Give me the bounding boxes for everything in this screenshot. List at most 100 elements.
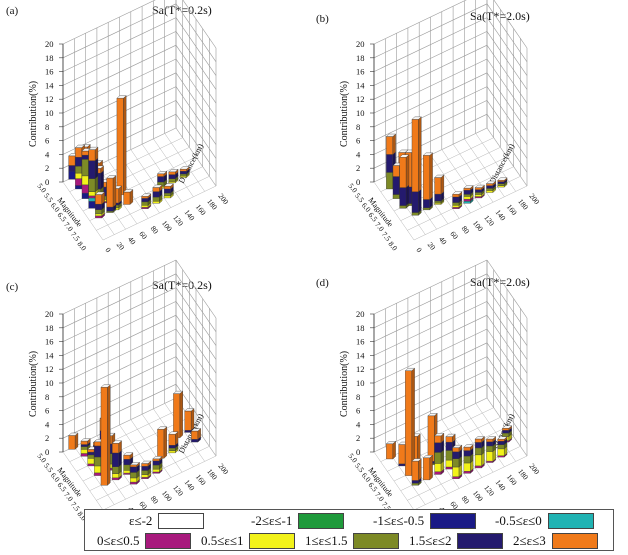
bar-segment-front [392,194,400,199]
bar-segment-front [141,198,149,203]
z-tick-label: 12 [356,364,365,374]
bar-segment-front [434,463,442,472]
bar-segment-front [463,190,471,195]
bar-segment-front [106,206,114,212]
bar-segment-front [474,454,482,467]
bar-segment-front [497,180,505,182]
bar-segment-front [398,463,406,467]
bar-segment-front [497,444,505,450]
bar-top [474,184,485,188]
z-tick-label: 6 [356,136,360,146]
bar-segment-front [486,438,494,443]
bar-top [427,413,438,416]
bar-segment-front [152,201,160,204]
bar-segment-front [168,181,176,184]
bar-top [68,432,79,436]
bar-top [422,152,434,156]
bar-top [497,436,508,440]
bar-segment-front [463,446,471,451]
z-tick-label: 2 [356,163,360,173]
z-tick-label: 6 [45,406,49,416]
bar-segment-front [87,458,95,465]
bar-segment-front [445,466,453,470]
bar-segment-front [81,154,89,160]
bar-segment-front [434,200,442,204]
bar-segment-side [163,426,167,459]
bar-segment-front [94,472,101,476]
bar-top [463,185,474,189]
bar-segment-side [74,432,79,450]
legend-label: 0.5≤ε≤1 [201,533,244,548]
legend-label: -0.5≤ε≤0 [495,513,542,528]
legend-label: 1≤ε≤1.5 [305,533,348,548]
bar-segment-front [123,459,131,465]
bar-segment-front [75,178,82,186]
bar-segment-front [434,202,442,205]
z-tick-label: 16 [356,67,365,77]
bar-segment-front [386,154,393,173]
bar-segment-front [411,119,419,192]
bar-segment-side [123,95,127,196]
bar-segment-front [141,205,149,208]
z-tick-label: 10 [356,108,365,118]
bar-segment-side [418,188,422,213]
bar-segment-front [94,445,101,458]
bar-top [445,433,456,437]
z-tick-label: 4 [356,419,361,429]
z-tick-label: 0 [45,177,49,187]
floor-grid [102,185,217,241]
bar-segment-side [112,175,117,208]
bar-top [168,431,179,435]
panel-letter: (a) [6,5,19,17]
z-tick-label: 14 [45,350,54,360]
bar-segment-front [434,442,442,453]
bar-top [111,440,123,444]
bar-segment-front [463,471,471,474]
bar-segment-front [486,460,494,463]
bar-segment-front [123,470,131,474]
legend-item: 2≤ε≤3 [513,532,598,550]
bar-segment-front [463,450,471,457]
bar-segment-front [163,188,171,194]
bar-segment-front [152,196,160,202]
distance-tick-label: 40 [126,235,138,247]
legend-item: -2≤ε≤-1 [251,512,345,530]
z-tick-label: 6 [356,406,360,416]
z-tick-label: 10 [45,108,54,118]
z-tick-label: 0 [45,447,49,457]
bar-segment-front [163,195,171,199]
bar-segment-front [112,452,119,467]
bar-segment-side [392,440,396,460]
bar-segment-front [75,172,82,179]
z-tick-label: 14 [45,80,54,90]
bar-top [172,390,184,394]
bar-segment-front [399,187,407,206]
bar-segment-front [80,440,88,445]
bar-segment-front [152,460,160,466]
distance-tick-label: 60 [137,229,149,241]
bar-segment-front [474,465,482,469]
bar-top [141,460,152,464]
bar-top [152,456,163,460]
chart-panel-b: (b) Sa(T*=2.0s) 0 2 4 6 8 10 12 14 16 18 20 Contribut… [316,0,542,254]
bar-segment-front [88,201,96,209]
bar-segment-front [80,453,88,457]
z-tick-label: 0 [356,177,360,187]
bar-top [385,441,397,444]
bar-segment-front [81,159,89,177]
bar-segment-front [474,189,482,193]
bar-segment-front [95,213,102,217]
bar-segment-front [399,205,407,209]
bar-segment-front [123,454,131,460]
bar-segment-front [87,463,95,467]
bar-top [485,180,497,184]
bar-segment-front [463,201,471,204]
bar-segment-front [452,194,460,198]
legend-swatch [158,513,205,529]
bar-segment-front [463,455,471,464]
bar-top [157,171,168,174]
bar-segment-front [474,192,482,195]
bar-segment-front [141,207,149,209]
legend-label: 2≤ε≤3 [513,533,546,548]
bar-segment-side [100,170,104,190]
